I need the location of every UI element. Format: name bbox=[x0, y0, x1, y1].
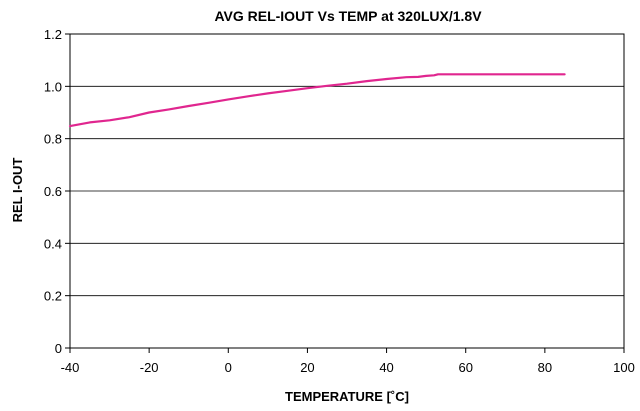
x-axis-label: TEMPERATURE [˚C] bbox=[285, 389, 409, 404]
x-tick-label: 100 bbox=[613, 360, 635, 375]
y-tick-label: 0.6 bbox=[44, 184, 62, 199]
x-tick-label: 40 bbox=[379, 360, 393, 375]
y-tick-label: 0.4 bbox=[44, 236, 62, 251]
series-layer bbox=[68, 73, 566, 128]
chart-title: AVG REL-IOUT Vs TEMP at 320LUX/1.8V bbox=[214, 8, 482, 24]
x-tick-label: -40 bbox=[61, 360, 80, 375]
x-tick-label: 60 bbox=[458, 360, 472, 375]
x-tick-label: 0 bbox=[225, 360, 232, 375]
x-tick-label: -20 bbox=[140, 360, 159, 375]
y-tick-label: 1.2 bbox=[44, 27, 62, 42]
axis-ticks: 0 0.2 0.4 0.6 0.8 1.0 1.2 -40 -20 0 20 40 60 80 100 bbox=[44, 27, 635, 375]
y-tick-label: 0.2 bbox=[44, 289, 62, 304]
y-tick-label: 0.8 bbox=[44, 132, 62, 147]
gridlines bbox=[70, 33, 624, 349]
series-line bbox=[68, 73, 566, 128]
x-tick-label: 80 bbox=[538, 360, 552, 375]
y-axis-label: REL I-OUT bbox=[10, 158, 25, 223]
x-tick-label: 20 bbox=[300, 360, 314, 375]
y-tick-label: 1.0 bbox=[44, 79, 62, 94]
y-tick-label: 0 bbox=[55, 341, 62, 356]
